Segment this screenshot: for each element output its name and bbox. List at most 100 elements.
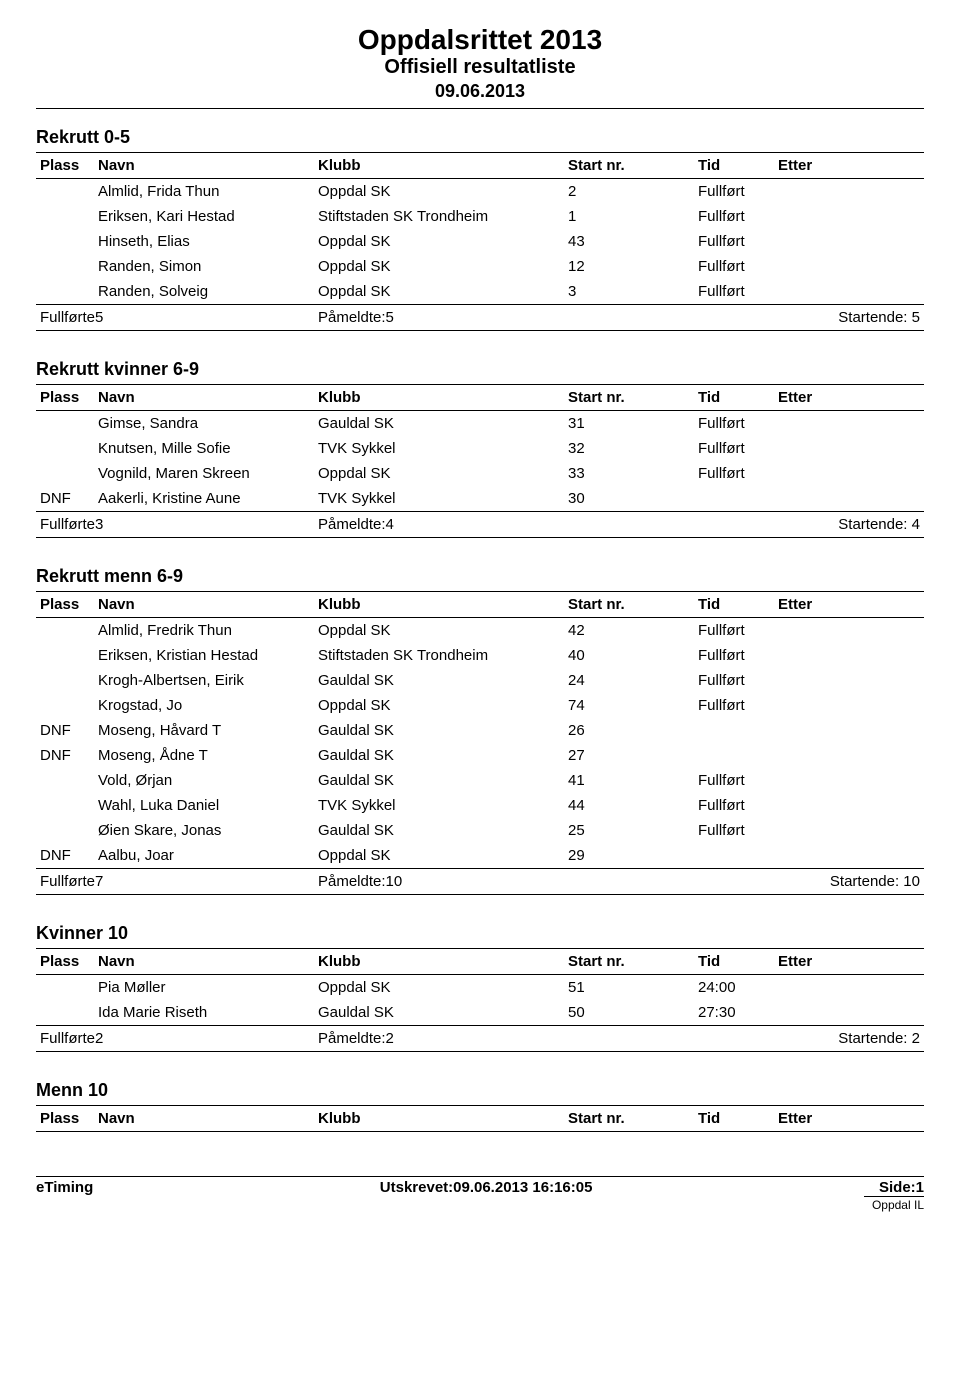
cell-navn: Knutsen, Mille Sofie — [94, 436, 314, 461]
table-row: Vognild, Maren SkreenOppdal SK33Fullført — [36, 461, 924, 486]
cell-plass — [36, 229, 94, 254]
cell-tid — [694, 486, 774, 512]
cell-klubb: TVK Sykkel — [314, 793, 564, 818]
cell-tid: Fullført — [694, 204, 774, 229]
cell-start: 74 — [564, 693, 694, 718]
cell-tid: 27:30 — [694, 1000, 774, 1026]
table-row: Almlid, Frida ThunOppdal SK2Fullført — [36, 179, 924, 205]
cell-navn: Moseng, Håvard T — [94, 718, 314, 743]
cell-start: 29 — [564, 843, 694, 869]
table-row: DNFMoseng, Håvard TGauldal SK26 — [36, 718, 924, 743]
cell-plass — [36, 668, 94, 693]
cell-plass — [36, 436, 94, 461]
summary-pameldte: Påmeldte:2 — [314, 1026, 694, 1052]
table-row: Wahl, Luka DanielTVK Sykkel44Fullført — [36, 793, 924, 818]
summary-fullforte: Fullførte7 — [36, 869, 314, 895]
cell-navn: Almlid, Frida Thun — [94, 179, 314, 205]
cell-etter — [774, 486, 924, 512]
page: Oppdalsrittet 2013 Offisiell resultatlis… — [0, 0, 960, 1140]
cell-klubb: Oppdal SK — [314, 843, 564, 869]
cell-etter — [774, 793, 924, 818]
table-row: Knutsen, Mille SofieTVK Sykkel32Fullført — [36, 436, 924, 461]
section-title: Rekrutt kvinner 6-9 — [36, 359, 924, 380]
cell-plass — [36, 818, 94, 843]
column-navn: Navn — [94, 1106, 314, 1132]
column-navn: Navn — [94, 385, 314, 411]
column-klubb: Klubb — [314, 153, 564, 179]
document-header: Oppdalsrittet 2013 Offisiell resultatlis… — [36, 24, 924, 102]
summary-row: Fullførte3Påmeldte:4Startende: 4 — [36, 512, 924, 538]
cell-tid: Fullført — [694, 229, 774, 254]
cell-etter — [774, 254, 924, 279]
cell-klubb: Oppdal SK — [314, 975, 564, 1001]
table-row: Almlid, Fredrik ThunOppdal SK42Fullført — [36, 618, 924, 644]
cell-start: 25 — [564, 818, 694, 843]
cell-etter — [774, 1000, 924, 1026]
cell-navn: Wahl, Luka Daniel — [94, 793, 314, 818]
cell-navn: Vognild, Maren Skreen — [94, 461, 314, 486]
cell-plass — [36, 793, 94, 818]
summary-row: Fullførte2Påmeldte:2Startende: 2 — [36, 1026, 924, 1052]
cell-etter — [774, 461, 924, 486]
cell-plass — [36, 643, 94, 668]
cell-klubb: Oppdal SK — [314, 461, 564, 486]
cell-navn: Aalbu, Joar — [94, 843, 314, 869]
cell-navn: Krogstad, Jo — [94, 693, 314, 718]
cell-tid: Fullført — [694, 279, 774, 305]
cell-etter — [774, 411, 924, 437]
cell-start: 50 — [564, 1000, 694, 1026]
cell-tid — [694, 843, 774, 869]
column-tid: Tid — [694, 1106, 774, 1132]
column-plass: Plass — [36, 949, 94, 975]
column-startnr: Start nr. — [564, 592, 694, 618]
cell-klubb: Oppdal SK — [314, 618, 564, 644]
footer-center: Utskrevet:09.06.2013 16:16:05 — [93, 1179, 879, 1196]
cell-start: 30 — [564, 486, 694, 512]
cell-etter — [774, 843, 924, 869]
summary-fullforte: Fullførte3 — [36, 512, 314, 538]
cell-start: 31 — [564, 411, 694, 437]
cell-start: 12 — [564, 254, 694, 279]
cell-plass — [36, 279, 94, 305]
column-klubb: Klubb — [314, 592, 564, 618]
cell-start: 44 — [564, 793, 694, 818]
cell-navn: Randen, Solveig — [94, 279, 314, 305]
cell-plass — [36, 254, 94, 279]
cell-navn: Aakerli, Kristine Aune — [94, 486, 314, 512]
cell-tid — [694, 743, 774, 768]
cell-navn: Gimse, Sandra — [94, 411, 314, 437]
table-row: DNFAakerli, Kristine AuneTVK Sykkel30 — [36, 486, 924, 512]
cell-tid: Fullført — [694, 411, 774, 437]
column-etter: Etter — [774, 153, 924, 179]
summary-startende: Startende: 2 — [694, 1026, 924, 1052]
cell-etter — [774, 229, 924, 254]
cell-start: 42 — [564, 618, 694, 644]
cell-etter — [774, 768, 924, 793]
table-row: Randen, SolveigOppdal SK3Fullført — [36, 279, 924, 305]
summary-fullforte: Fullførte2 — [36, 1026, 314, 1052]
cell-etter — [774, 718, 924, 743]
column-klubb: Klubb — [314, 949, 564, 975]
cell-plass: DNF — [36, 486, 94, 512]
result-section: Rekrutt 0-5PlassNavnKlubbStart nr.TidEtt… — [36, 127, 924, 331]
cell-etter — [774, 204, 924, 229]
cell-navn: Almlid, Fredrik Thun — [94, 618, 314, 644]
results-table: PlassNavnKlubbStart nr.TidEtterAlmlid, F… — [36, 152, 924, 331]
summary-startende: Startende: 4 — [694, 512, 924, 538]
cell-plass — [36, 768, 94, 793]
summary-pameldte: Påmeldte:10 — [314, 869, 694, 895]
result-section: Menn 10PlassNavnKlubbStart nr.TidEtter — [36, 1080, 924, 1132]
cell-tid: Fullført — [694, 618, 774, 644]
table-row: Øien Skare, JonasGauldal SK25Fullført — [36, 818, 924, 843]
table-row: DNFAalbu, JoarOppdal SK29 — [36, 843, 924, 869]
cell-tid: 24:00 — [694, 975, 774, 1001]
cell-etter — [774, 436, 924, 461]
cell-tid: Fullført — [694, 436, 774, 461]
result-section: Rekrutt kvinner 6-9PlassNavnKlubbStart n… — [36, 359, 924, 538]
cell-navn: Moseng, Ådne T — [94, 743, 314, 768]
column-klubb: Klubb — [314, 1106, 564, 1132]
column-tid: Tid — [694, 592, 774, 618]
table-row: Krogh-Albertsen, EirikGauldal SK24Fullfø… — [36, 668, 924, 693]
cell-start: 3 — [564, 279, 694, 305]
cell-klubb: Oppdal SK — [314, 229, 564, 254]
